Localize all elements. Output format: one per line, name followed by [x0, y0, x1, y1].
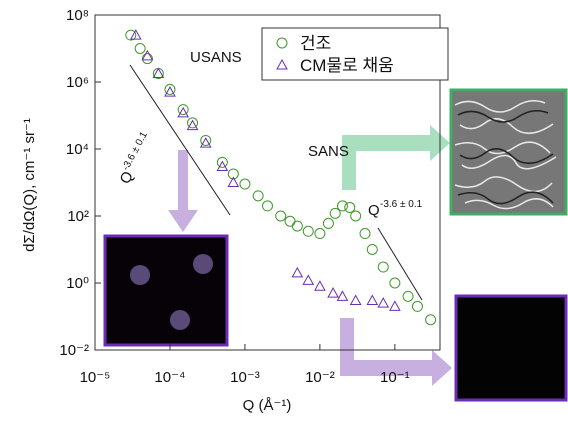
- data-point: [135, 44, 145, 54]
- data-point: [142, 54, 152, 64]
- data-point: [345, 202, 355, 212]
- inset-image: [105, 236, 227, 345]
- inset-particle: [130, 265, 150, 285]
- data-point: [285, 216, 295, 226]
- data-point: [253, 191, 263, 201]
- data-point: [412, 301, 422, 311]
- data-point: [323, 218, 333, 228]
- annotation-exponent: -3.6 ± 0.1: [120, 130, 150, 173]
- x-tick-label: 10⁻⁴: [154, 369, 185, 386]
- annotation: Q: [368, 202, 380, 219]
- y-tick-label: 10⁴: [66, 141, 89, 158]
- data-point: [240, 179, 250, 189]
- data-point: [263, 201, 273, 211]
- x-tick-label: 10⁻²: [305, 369, 335, 386]
- data-point: [276, 211, 286, 221]
- y-tick-label: 10⁶: [66, 74, 89, 91]
- data-point: [337, 291, 347, 300]
- data-point: [390, 278, 400, 288]
- data-point: [378, 298, 388, 307]
- data-point: [351, 211, 361, 221]
- data-point: [292, 221, 302, 231]
- data-point: [390, 301, 400, 310]
- annotation: USANS: [190, 49, 242, 66]
- annotation: SANS: [308, 143, 349, 160]
- inset-image: [456, 296, 566, 400]
- x-axis-label: Q (Å⁻¹): [243, 397, 292, 414]
- data-point: [303, 226, 313, 236]
- figure: Q (Å⁻¹) dΣ/dΩ(Q), cm⁻¹ sr⁻¹ USANS SANS Q…: [0, 0, 568, 421]
- x-tick-label: 10⁻⁵: [80, 369, 111, 386]
- data-point: [367, 245, 377, 255]
- arrow: [168, 150, 198, 232]
- y-tick-label: 10⁸: [66, 7, 89, 24]
- inset-particle: [170, 310, 190, 330]
- legend-label: CM물로 채움: [300, 56, 394, 75]
- data-point: [315, 229, 325, 239]
- data-point: [360, 229, 370, 239]
- data-point: [337, 201, 347, 211]
- legend-label: 건조: [300, 34, 331, 53]
- annotation-exponent: -3.6 ± 0.1: [380, 199, 423, 210]
- data-point: [426, 315, 436, 325]
- x-tick-label: 10⁻³: [230, 369, 260, 386]
- x-tick-label: 10⁻¹: [380, 369, 410, 386]
- data-point: [367, 296, 377, 305]
- y-axis-label: dΣ/dΩ(Q), cm⁻¹ sr⁻¹: [21, 118, 38, 252]
- data-point: [351, 296, 361, 305]
- data-point: [378, 262, 388, 272]
- arrow: [342, 125, 450, 190]
- data-point: [315, 281, 325, 290]
- y-tick-label: 10⁻²: [59, 342, 89, 359]
- y-tick-label: 10⁰: [66, 275, 89, 292]
- slope-guide: [378, 228, 422, 300]
- inset-particle: [193, 254, 213, 274]
- data-point: [292, 268, 302, 277]
- data-point: [403, 291, 413, 301]
- y-tick-label: 10²: [67, 208, 89, 225]
- data-point: [178, 108, 188, 117]
- data-point: [328, 288, 338, 297]
- data-point: [303, 275, 313, 284]
- data-point: [178, 105, 188, 115]
